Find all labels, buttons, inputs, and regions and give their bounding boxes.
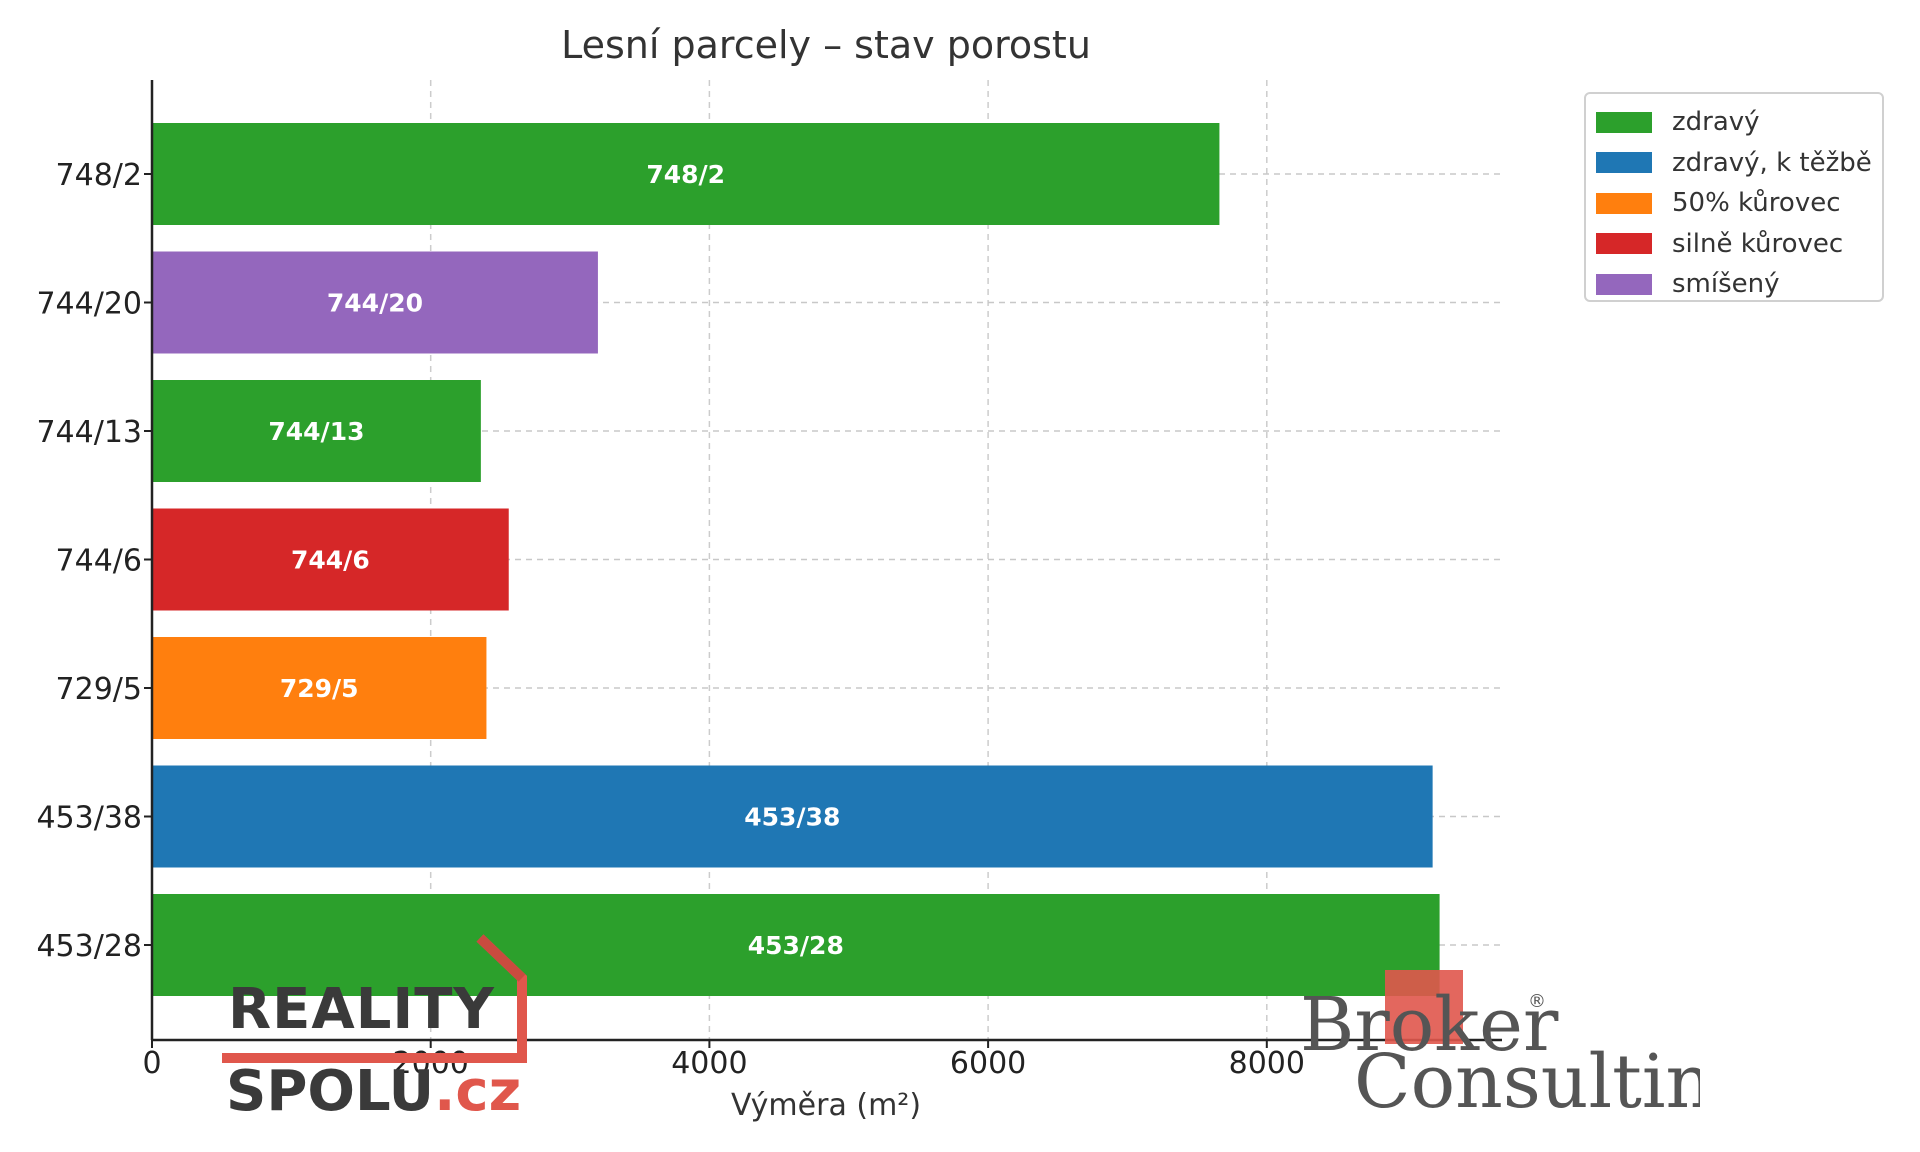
y-tick-label: 748/2	[56, 158, 142, 193]
y-tick-label: 744/20	[36, 287, 142, 322]
bar	[152, 765, 1433, 868]
bar	[152, 508, 509, 611]
reality-logo-line1: REALITY	[228, 977, 495, 1042]
y-tick-label: 453/28	[36, 929, 142, 964]
legend-swatch	[1596, 152, 1652, 174]
broker-logo-word1: Broker	[1300, 982, 1559, 1068]
broker-logo-word2: Consulting	[1354, 1039, 1700, 1125]
legend-swatch	[1596, 233, 1652, 255]
legend-swatch	[1596, 192, 1652, 214]
chart-legend: zdravý zdravý, k těžbě 50% kůrovec silně ků…	[1584, 92, 1884, 302]
y-tick-label: 744/13	[36, 415, 142, 450]
x-tick-label: 6000	[950, 1046, 1026, 1081]
reality-spolu-logo: REALITY SPOLU.cz	[200, 930, 540, 1130]
bar-data-label: 453/28	[748, 931, 844, 960]
bar-data-label: 729/5	[280, 674, 359, 703]
bar	[152, 637, 487, 739]
legend-item: silně kůrovec	[1596, 224, 1872, 265]
y-tick-label: 729/5	[56, 672, 142, 707]
bar-data-label: 748/2	[646, 160, 725, 189]
legend-label: zdravý, k těžbě	[1672, 147, 1872, 178]
legend-item: zdravý, k těžbě	[1596, 143, 1872, 184]
legend-item: smíšený	[1596, 264, 1872, 305]
legend-swatch	[1596, 273, 1652, 295]
legend-label: silně kůrovec	[1672, 228, 1844, 259]
x-axis-label: Výměra (m²)	[731, 1088, 921, 1123]
legend-item: 50% kůrovec	[1596, 183, 1872, 224]
x-tick-label: 0	[142, 1046, 161, 1081]
x-tick-label: 2000	[393, 1046, 469, 1081]
reality-logo-spolu: SPOLU	[226, 1059, 435, 1124]
legend-label: zdravý	[1672, 107, 1760, 138]
broker-logo-icon: Broker ® Consulting	[1300, 970, 1700, 1125]
bar-data-label: 744/6	[291, 546, 370, 575]
x-tick-label: 4000	[671, 1046, 747, 1081]
reality-logo-line2: SPOLU.cz	[226, 1064, 521, 1120]
bar	[152, 894, 1440, 996]
legend-label: smíšený	[1672, 269, 1780, 300]
bar	[152, 123, 1220, 225]
bar-data-label: 744/20	[327, 289, 423, 318]
y-tick-label: 453/38	[36, 801, 142, 836]
broker-logo-mark: ®	[1528, 991, 1546, 1012]
bar-data-label: 453/38	[744, 803, 840, 832]
chart-title: Lesní parcely – stav porostu	[561, 23, 1091, 67]
broker-consulting-logo: Broker ® Consulting	[1300, 965, 1700, 1125]
y-tick-label: 744/6	[56, 544, 142, 579]
bar	[152, 251, 598, 354]
reality-logo-cz: .cz	[434, 1059, 522, 1124]
bar-data-label: 744/13	[268, 417, 364, 446]
reality-logo-frame-icon	[222, 934, 527, 1063]
legend-swatch	[1596, 111, 1652, 133]
x-tick-label: 8000	[1229, 1046, 1305, 1081]
tick-labels: 748/2 744/20 744/13 744/6 729/5 453/38 453/28 0…	[36, 158, 1305, 1081]
legend-label: 50% kůrovec	[1672, 188, 1841, 219]
bar	[152, 380, 481, 482]
bars: 748/2 744/20 744/13 744/6 729/5 453/38 453/28	[152, 123, 1440, 996]
legend-item: zdravý	[1596, 102, 1872, 143]
